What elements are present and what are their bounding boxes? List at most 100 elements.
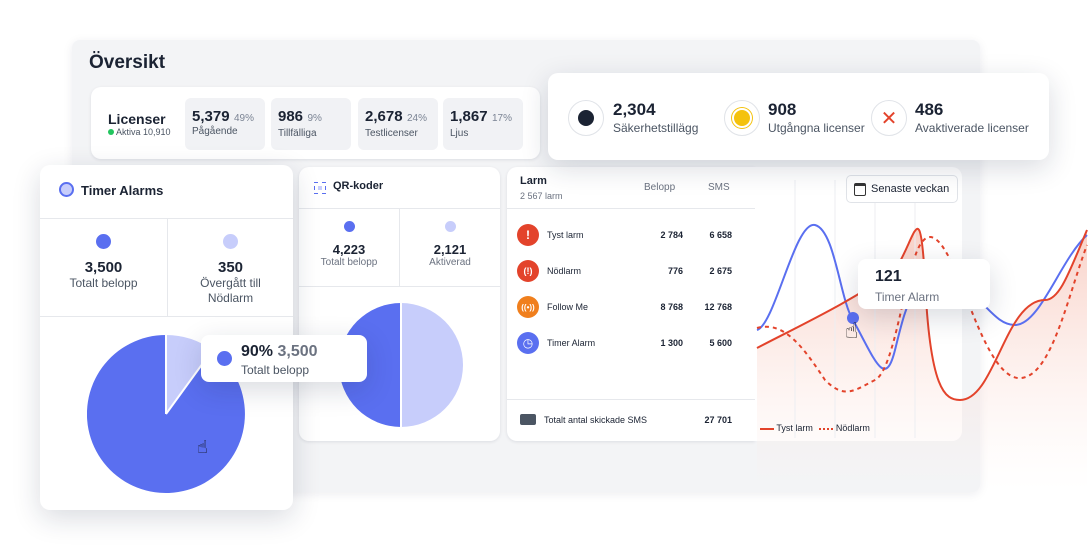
qr-stat-total: 4,223 Totalt belopp [299, 219, 399, 268]
close-x-icon: ✕ [871, 100, 907, 136]
license-stat-light[interactable]: 1,867 17% Ljus [443, 98, 523, 150]
timer-title: Timer Alarms [81, 183, 164, 198]
alarms-card: Larm 2 567 larm Belopp SMS ! Tyst larm 2… [507, 167, 755, 441]
alarm-sms: 6 658 [709, 230, 732, 240]
date-range-button[interactable]: Senaste veckan [846, 175, 958, 203]
sms-truck-icon [520, 414, 536, 425]
timer-total-label: Totalt belopp [69, 276, 138, 290]
tooltip-label: Totalt belopp [241, 363, 310, 377]
stopwatch-icon [59, 182, 74, 197]
deactivated-licenses-value: 486 [915, 100, 944, 119]
timer-stat-divider [167, 218, 168, 316]
qr-pie-chart[interactable] [337, 301, 465, 429]
qr-total-label: Totalt belopp [320, 257, 378, 268]
qr-codes-card: QR-koder 4,223 Totalt belopp 2,121 Aktiv… [299, 167, 500, 441]
stat-value: 5,379 [192, 108, 230, 125]
alarm-sms: 12 768 [704, 302, 732, 312]
chart-tooltip-label: Timer Alarm [875, 290, 940, 304]
series-dot [223, 234, 238, 249]
broadcast-icon: ((•)) [517, 296, 539, 318]
expired-licenses-label: Utgångna licenser [768, 121, 865, 135]
qr-stat-divider [399, 208, 400, 286]
licenses-card: Licenser Aktiva 10,910 5,379 49% Pågåend… [91, 87, 540, 159]
qr-code-icon [313, 181, 327, 195]
table-row[interactable]: (!) Nödlarm 776 2 675 [507, 259, 755, 285]
license-stat-test[interactable]: 2,678 24% Testlicenser [358, 98, 438, 150]
security-addon-icon [568, 100, 604, 136]
legend-tyst-larm: Tyst larm [776, 423, 813, 433]
alarm-sms: 5 600 [709, 338, 732, 348]
timer-stat-escalated: 350 Övergått till Nödlarm [168, 234, 293, 306]
security-addon-value: 2,304 [613, 100, 656, 119]
timer-pie-slice-escalated [166, 335, 213, 414]
tooltip-percent: 90% [241, 343, 274, 360]
chart-hover-point [847, 312, 859, 324]
license-stat-temporary[interactable]: 986 9% Tillfälliga [271, 98, 351, 150]
stat-percent: 17% [492, 113, 513, 124]
alarm-amount: 8 768 [660, 302, 683, 312]
timer-escalated-value: 350 [217, 259, 244, 276]
date-range-label: Senaste veckan [871, 183, 950, 195]
page-title: Översikt [89, 52, 166, 73]
qr-stat-activated: 2,121 Aktiverad [400, 219, 500, 268]
series-line-nodlarm [756, 236, 1088, 393]
alarm-name: Nödlarm [547, 266, 582, 276]
legend-swatch-solid [760, 427, 774, 430]
stat-percent: 24% [407, 113, 428, 124]
stat-percent: 9% [307, 113, 322, 124]
stat-percent: 49% [234, 113, 255, 124]
alarm-amount: 1 300 [660, 338, 683, 348]
legend-nodlarm: Nödlarm [835, 423, 870, 433]
series-dot [444, 221, 456, 232]
alarms-footer-divider [507, 399, 755, 400]
chart-tooltip: 121 Timer Alarm [858, 259, 990, 309]
alarm-sms: 2 675 [709, 266, 732, 276]
timer-total-value: 3,500 [84, 259, 123, 276]
active-status-dot [108, 129, 114, 135]
table-row[interactable]: ((•)) Follow Me 8 768 12 768 [507, 295, 755, 321]
sms-total-label: Totalt antal skickade SMS [544, 415, 648, 425]
col-header-sms: SMS [708, 182, 730, 193]
alarm-amount: 2 784 [660, 230, 683, 240]
series-dot [217, 351, 232, 366]
qr-divider-bottom [299, 286, 500, 287]
sms-total-value: 27 701 [704, 415, 732, 425]
alarm-trend-chart[interactable] [755, 150, 1089, 500]
series-dot [96, 234, 111, 249]
qr-total-value: 4,223 [332, 242, 366, 257]
license-summary-popup: 2,304 Säkerhetstillägg 908 Utgångna lice… [548, 73, 1049, 160]
timer-escalated-label: Övergått till Nödlarm [200, 276, 261, 305]
license-stat-ongoing[interactable]: 5,379 49% Pågående [185, 98, 265, 150]
timer-divider [40, 218, 293, 219]
expired-licenses-value: 908 [768, 100, 797, 119]
alarm-amount: 776 [667, 266, 683, 276]
alarm-name: Timer Alarm [547, 338, 596, 348]
exclamation-icon: ! [517, 224, 539, 246]
stat-value: 2,678 [365, 108, 403, 125]
active-licenses: Aktiva 10,910 [108, 127, 171, 137]
qr-activated-value: 2,121 [433, 242, 467, 257]
qr-pie-slice-total [339, 303, 401, 427]
timer-stat-total: 3,500 Totalt belopp [40, 234, 167, 290]
security-addon-label: Säkerhetstillägg [613, 121, 699, 135]
qr-title: QR-koder [333, 180, 384, 192]
signal-alert-icon: (!) [517, 260, 539, 282]
stat-value: 986 [278, 108, 304, 125]
table-row[interactable]: ◷ Timer Alarm 1 300 5 600 [507, 331, 755, 357]
stat-value: 1,867 [450, 108, 488, 125]
tooltip-value: 3,500 [277, 343, 318, 360]
alarms-count: 2 567 larm [520, 191, 563, 201]
stat-label: Pågående [192, 126, 238, 137]
alarms-title: Larm [520, 175, 547, 187]
stat-label: Testlicenser [365, 128, 418, 139]
licenses-title: Licenser [108, 111, 166, 127]
stat-label: Ljus [450, 128, 469, 139]
chart-legend: Tyst larm Nödlarm [760, 423, 870, 433]
timer-pie-tooltip: 90% 3,500 Totalt belopp [201, 335, 367, 382]
expired-clock-icon [724, 100, 760, 136]
timer-divider-bottom [40, 316, 293, 317]
series-dot [343, 221, 355, 232]
hand-cursor-icon: ☝ [197, 437, 208, 457]
deactivated-licenses-label: Avaktiverade licenser [915, 121, 1029, 135]
table-row[interactable]: ! Tyst larm 2 784 6 658 [507, 223, 755, 249]
